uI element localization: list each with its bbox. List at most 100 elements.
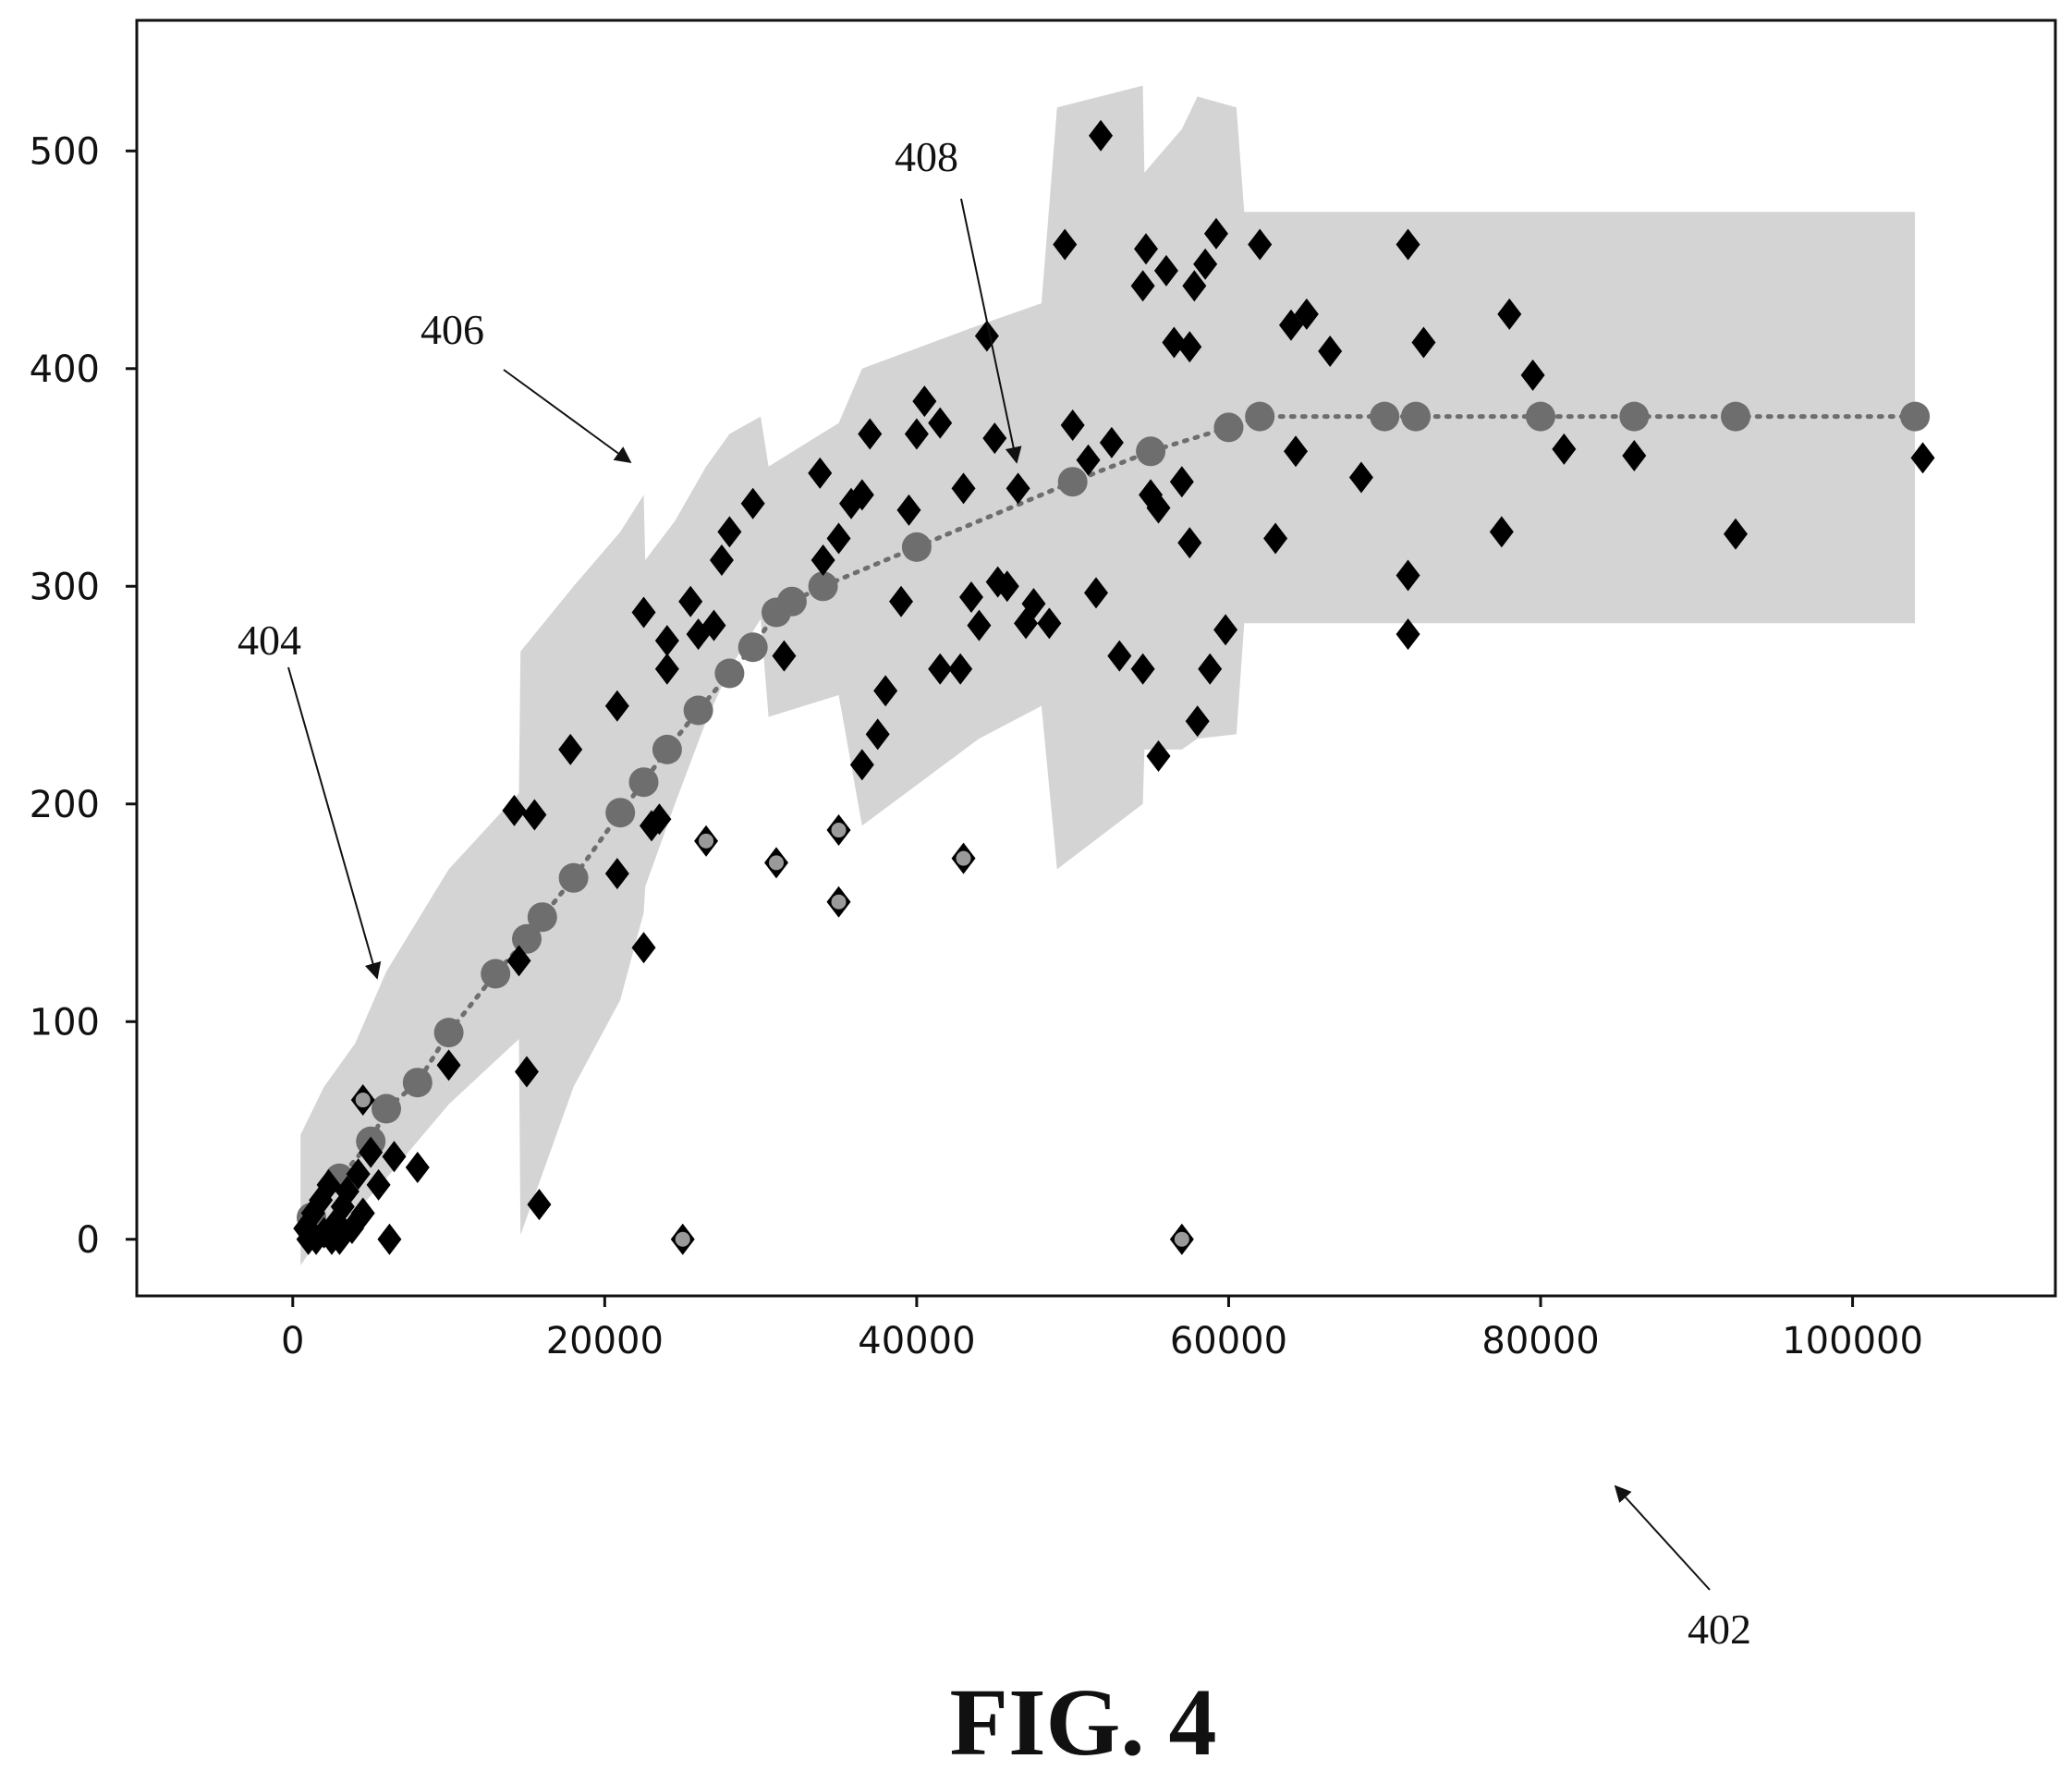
fit-point-29: [1900, 401, 1931, 432]
observed-point-14: [350, 1197, 375, 1229]
observed-point-105: [1497, 298, 1522, 330]
observed-point-108: [1622, 439, 1647, 471]
observed-point-40: [740, 487, 765, 519]
observed-point-34: [654, 653, 679, 685]
observed-point-109: [1724, 518, 1748, 550]
observed-point-38: [709, 544, 734, 577]
annotation-arrow-404: [287, 666, 382, 980]
observed-point-94: [1263, 522, 1288, 555]
observed-point-100: [1396, 228, 1420, 261]
observed-point-54: [912, 385, 937, 418]
outlier-fill-0: [355, 1093, 371, 1108]
x-tick-label-3: 60000: [1170, 1320, 1287, 1362]
observed-point-90: [1198, 653, 1223, 685]
observed-point-61: [974, 320, 999, 352]
observed-point-30: [631, 932, 656, 964]
observed-point-22: [506, 945, 531, 977]
observed-point-85: [1177, 527, 1202, 559]
fit-point-18: [808, 571, 838, 602]
observed-point-58: [951, 472, 976, 505]
observed-point-24: [522, 799, 547, 831]
observed-point-107: [1552, 433, 1577, 465]
observed-point-27: [604, 690, 629, 722]
plot-frame: [135, 18, 2057, 1298]
observed-point-68: [1037, 607, 1062, 640]
figure-caption: FIG. 4: [950, 1669, 1217, 1771]
fit-point-11: [628, 767, 659, 798]
observed-point-50: [873, 675, 898, 707]
x-tick-label-4: 80000: [1481, 1320, 1599, 1362]
observed-point-93: [1248, 228, 1273, 261]
observed-point-37: [701, 609, 726, 641]
observed-point-53: [904, 418, 929, 450]
annotation-arrow-402: [1614, 1484, 1711, 1591]
annotation-label-408: 408: [895, 133, 958, 180]
observed-point-84: [1169, 466, 1194, 498]
x-tick-label-2: 40000: [858, 1320, 975, 1362]
observed-point-104: [1489, 516, 1514, 548]
observed-point-33: [654, 625, 679, 657]
observed-point-60: [967, 609, 992, 641]
fit-point-12: [652, 734, 682, 764]
observed-point-97: [1294, 298, 1319, 330]
y-tick-label-0: 0: [77, 1219, 100, 1262]
observed-point-81: [1146, 739, 1171, 772]
observed-point-65: [1006, 472, 1030, 505]
plot-area: [135, 18, 2057, 1298]
fit-point-23: [1245, 401, 1275, 432]
annotation-arrow-406: [503, 369, 632, 464]
outlier-fill-1: [675, 1231, 690, 1247]
observed-point-44: [826, 522, 851, 555]
observed-point-39: [717, 516, 742, 548]
y-axis: 0 100 200 300 400 500: [30, 130, 137, 1262]
fit-point-22: [1213, 412, 1244, 443]
observed-point-20: [436, 1049, 461, 1081]
observed-point-92: [1213, 614, 1238, 646]
observed-point-57: [948, 653, 973, 685]
observed-point-47: [849, 479, 874, 511]
observed-point-21: [502, 794, 527, 826]
fit-point-10: [605, 798, 636, 828]
observed-point-6: [316, 1168, 341, 1201]
y-tick-label-4: 400: [30, 348, 100, 391]
observed-point-18: [382, 1141, 407, 1173]
outlier-fill-5: [831, 894, 847, 910]
observed-point-70: [1060, 409, 1085, 442]
observed-point-23: [514, 1056, 539, 1088]
fit-point-25: [1401, 401, 1431, 432]
fit-point-17: [776, 586, 807, 617]
observed-point-75: [1107, 640, 1132, 672]
observed-point-35: [678, 585, 703, 617]
outlier-fill-4: [831, 823, 847, 838]
fit-point-4: [402, 1068, 433, 1098]
observed-point-46: [849, 749, 874, 781]
y-tick-label-3: 300: [30, 566, 100, 608]
fit-point-19: [901, 531, 932, 562]
observed-point-88: [1185, 705, 1210, 738]
fit-point-14: [714, 658, 745, 689]
observed-point-48: [858, 418, 883, 450]
observed-point-91: [1203, 217, 1228, 250]
y-tick-label-2: 200: [30, 784, 100, 826]
observed-point-103: [1411, 326, 1436, 359]
fit-point-27: [1619, 401, 1650, 432]
observed-point-87: [1182, 270, 1207, 302]
annotation-arrow-408: [960, 198, 1022, 464]
x-axis: 0 20000 40000 60000 80000 100000: [281, 1296, 1923, 1362]
fit-point-15: [737, 632, 768, 663]
observed-point-13: [346, 1158, 371, 1191]
confidence-band-layer: [300, 85, 1916, 1266]
fit-point-8: [527, 902, 557, 933]
observed-point-15: [359, 1136, 384, 1168]
observed-point-96: [1284, 435, 1309, 468]
observed-point-78: [1134, 233, 1159, 265]
observed-point-71: [1076, 444, 1101, 476]
observed-point-73: [1089, 119, 1114, 152]
observed-point-56: [928, 653, 953, 685]
observed-point-17: [377, 1223, 402, 1255]
observed-point-69: [1053, 228, 1078, 261]
observed-point-72: [1084, 577, 1108, 609]
fit-point-20: [1057, 467, 1088, 497]
fit-point-26: [1526, 401, 1555, 432]
